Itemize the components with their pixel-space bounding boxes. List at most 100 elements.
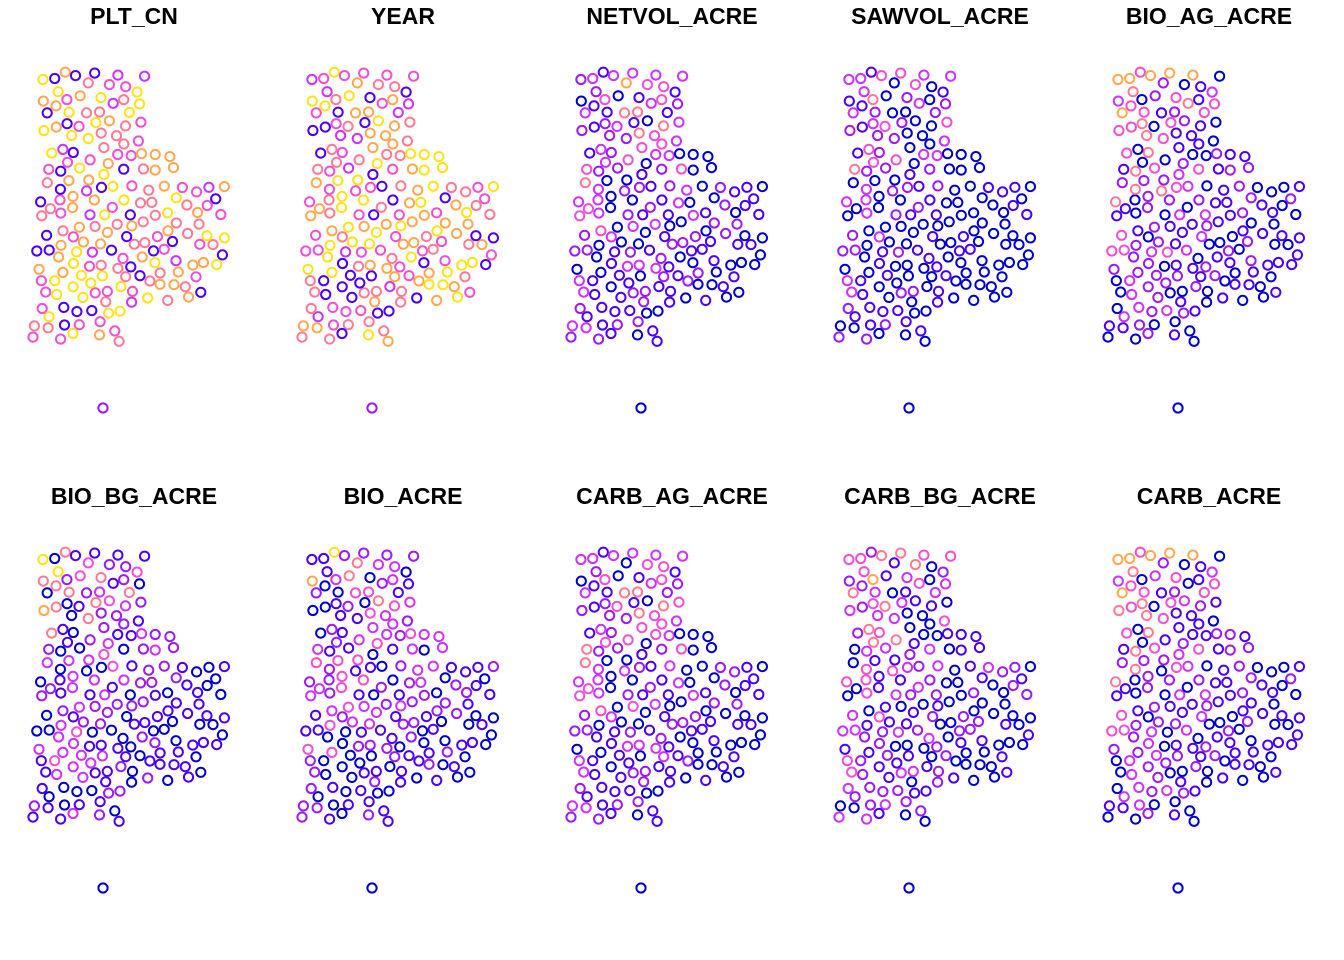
- plot-point: [873, 146, 885, 159]
- plot-point: [1207, 615, 1220, 627]
- plot-point: [1187, 742, 1199, 754]
- plot-point: [620, 612, 632, 625]
- plot-point: [73, 799, 85, 811]
- plot-point: [335, 609, 347, 622]
- plot-point: [952, 676, 964, 689]
- plot-point: [151, 711, 163, 723]
- plot-point: [1138, 106, 1150, 118]
- plot-point: [1022, 249, 1035, 261]
- plot-point: [1193, 674, 1205, 686]
- plot-point: [622, 209, 634, 221]
- plot-point: [605, 761, 617, 773]
- plot-point: [1165, 597, 1177, 609]
- plot-point: [669, 86, 681, 98]
- plot-point: [139, 237, 151, 249]
- plot-point: [33, 743, 45, 755]
- plot-point: [406, 216, 418, 228]
- plot-point: [342, 221, 354, 233]
- plot-point: [346, 236, 358, 248]
- plot-point: [73, 600, 85, 613]
- plot-point: [1247, 266, 1259, 278]
- plot-point: [170, 735, 182, 747]
- plot-point: [636, 648, 648, 661]
- plot-point: [595, 623, 607, 636]
- plot-point: [441, 266, 453, 278]
- plot-point: [641, 307, 653, 319]
- plot-point: [595, 705, 607, 717]
- plot-point: [162, 225, 174, 237]
- plot-point: [685, 725, 698, 737]
- plot-point: [720, 227, 732, 240]
- plot-point: [51, 768, 63, 781]
- plot-point: [310, 177, 322, 189]
- plot-point: [719, 679, 731, 691]
- plot-point: [66, 202, 79, 214]
- plot-point: [1257, 227, 1269, 240]
- plot-point: [834, 800, 847, 812]
- plot-point: [952, 196, 964, 208]
- plot-point: [93, 329, 106, 341]
- plot-point: [945, 237, 957, 249]
- plot-point: [1110, 676, 1122, 688]
- plot-point: [913, 660, 925, 672]
- panel-title: CARB_ACRE: [1137, 483, 1281, 509]
- plot-point: [731, 698, 743, 710]
- plot-point: [599, 636, 612, 648]
- plot-point: [857, 288, 869, 301]
- plot-point: [1125, 100, 1137, 112]
- plot-point: [420, 711, 432, 723]
- plot-point: [363, 718, 376, 730]
- plot-point: [1241, 235, 1254, 248]
- plot-point: [381, 262, 393, 274]
- plot-point: [730, 206, 742, 219]
- plot-point: [880, 90, 892, 102]
- plot-point: [118, 574, 130, 586]
- plot-point: [77, 291, 89, 303]
- plot-point: [593, 239, 605, 251]
- plot-point: [684, 196, 696, 208]
- plot-point: [1221, 676, 1233, 689]
- plot-point: [1130, 239, 1142, 251]
- plot-point: [340, 246, 352, 258]
- plot-point: [999, 218, 1011, 230]
- plot-point: [464, 766, 476, 778]
- plot-point: [95, 572, 107, 584]
- plot-point: [696, 723, 708, 735]
- plot-point: [313, 683, 325, 695]
- plot-point: [873, 670, 885, 683]
- plot-point: [590, 566, 602, 578]
- plot-point: [344, 269, 356, 281]
- plot-point: [1200, 261, 1212, 273]
- plot-point: [324, 687, 336, 699]
- plot-point: [94, 106, 106, 118]
- plot-point: [848, 322, 860, 334]
- plot-point: [1178, 559, 1191, 571]
- plot-point: [164, 151, 176, 163]
- plot-point: [674, 148, 686, 160]
- plot-point: [1119, 203, 1132, 215]
- plot-point: [117, 252, 129, 264]
- plot-point: [181, 199, 193, 211]
- plot-point: [369, 776, 381, 788]
- plot-point: [323, 663, 335, 675]
- plot-point: [1164, 220, 1176, 232]
- plot-point: [580, 802, 592, 814]
- plot-point: [1256, 199, 1268, 211]
- plot-point: [1146, 786, 1158, 798]
- plot-point: [362, 809, 375, 821]
- plot-point: [103, 307, 115, 319]
- plot-point-outlier: [97, 402, 109, 414]
- plot-point: [687, 257, 699, 269]
- plot-point: [925, 120, 938, 132]
- plot-point: [126, 660, 138, 672]
- plot-point: [300, 725, 312, 737]
- plot-point: [929, 586, 941, 599]
- plot-point: [466, 736, 478, 749]
- plot-point: [312, 791, 324, 803]
- plot-point: [1000, 718, 1012, 730]
- plot-point: [687, 644, 699, 656]
- plot-point: [895, 287, 907, 299]
- plot-point: [927, 711, 939, 723]
- plot-point: [867, 118, 879, 130]
- plot-point: [1106, 725, 1118, 737]
